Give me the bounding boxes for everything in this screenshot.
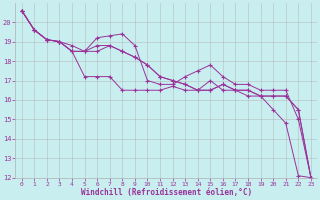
X-axis label: Windchill (Refroidissement éolien,°C): Windchill (Refroidissement éolien,°C) [81, 188, 252, 197]
